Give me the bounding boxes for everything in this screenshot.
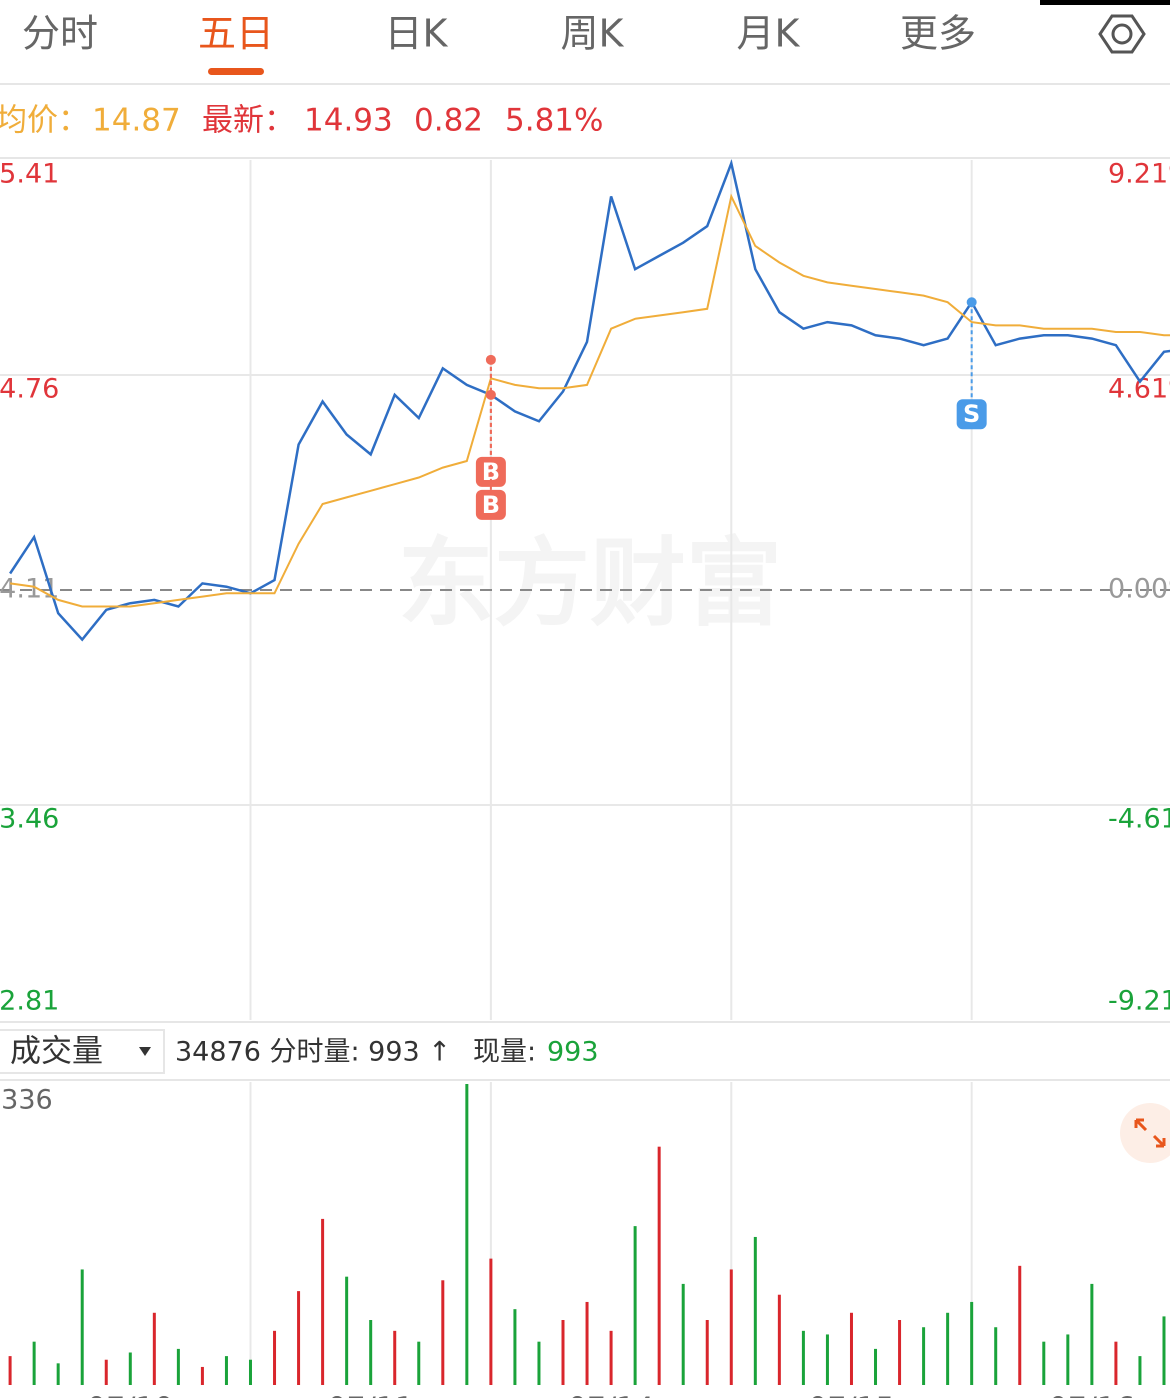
volume-bar <box>946 1312 950 1385</box>
volume-bar <box>537 1341 541 1385</box>
volume-bar <box>152 1312 156 1385</box>
expand-button[interactable] <box>1120 1103 1170 1163</box>
volume-bar <box>513 1309 517 1385</box>
volume-bar <box>1138 1356 1142 1385</box>
volume-bar <box>777 1294 781 1385</box>
volume-bar <box>994 1327 998 1385</box>
volume-bar <box>561 1320 565 1385</box>
avg-label: 均价： <box>0 103 89 139</box>
volume-bar <box>1090 1283 1094 1385</box>
latest-label: 最新： <box>202 103 295 139</box>
tab[interactable]: 日K <box>385 12 449 56</box>
x-tick-label: 07/10 <box>87 1392 173 1398</box>
volume-bar <box>441 1280 445 1385</box>
volume-bar <box>633 1226 637 1385</box>
x-tick-label: 07/14 <box>568 1392 654 1398</box>
y-tick-label: 8336 <box>0 1085 53 1116</box>
marker-dot <box>966 297 977 308</box>
volume-bar <box>705 1320 709 1385</box>
volume-bar <box>1018 1265 1022 1385</box>
volume-summary: 34876 分时量: 993 ↑ <box>175 1037 451 1068</box>
volume-bar <box>297 1291 301 1385</box>
volume-bar <box>922 1327 926 1385</box>
volume-bar <box>128 1352 132 1385</box>
volume-bar <box>104 1359 108 1385</box>
volume-bar <box>970 1301 974 1385</box>
volume-bar <box>393 1330 397 1385</box>
volume-bar <box>273 1330 277 1385</box>
tab[interactable]: 周K <box>561 12 625 56</box>
volume-bar <box>200 1366 204 1385</box>
tab[interactable]: 月K <box>737 12 801 56</box>
tab[interactable]: 分时 <box>22 12 98 56</box>
trade-marker-label: S <box>963 400 980 428</box>
volume-bar <box>729 1269 733 1385</box>
tab[interactable]: 更多 <box>900 12 976 56</box>
volume-bar <box>609 1330 613 1385</box>
volume-selector[interactable] <box>0 1029 165 1074</box>
latest-value: 14.93 <box>304 103 393 139</box>
x-tick-label: 07/11 <box>327 1392 413 1398</box>
volume-bar <box>1066 1334 1070 1385</box>
volume-bar <box>248 1359 252 1385</box>
trade-marker-label: B <box>482 491 500 519</box>
volume-bar <box>753 1236 757 1385</box>
current-label: 现量: <box>473 1037 536 1068</box>
tab-indicator <box>208 68 264 75</box>
settings-icon[interactable] <box>1098 14 1146 54</box>
volume-bar <box>801 1330 805 1385</box>
volume-bar <box>345 1276 349 1385</box>
volume-bar <box>1114 1341 1118 1385</box>
change-pct: 5.81% <box>505 103 603 139</box>
change: 0.82 <box>414 103 483 139</box>
volume-bar <box>657 1146 661 1385</box>
status-bar <box>1040 0 1170 5</box>
volume-title: 成交量 <box>10 1034 103 1070</box>
y-tick-label: 14.76 <box>0 374 59 405</box>
x-tick-label: 07/16 <box>1049 1392 1135 1398</box>
avg-value: 14.87 <box>92 103 181 139</box>
x-tick-label: 07/15 <box>808 1392 894 1398</box>
y2-tick-label: 0.00% <box>1108 574 1170 605</box>
volume-bar <box>80 1269 84 1385</box>
price-line <box>9 159 1170 642</box>
y2-tick-label: -4.61% <box>1108 804 1170 835</box>
volume-bar <box>898 1320 902 1385</box>
price-line <box>9 193 1170 608</box>
volume-bar <box>176 1348 180 1385</box>
volume-bar <box>585 1301 589 1385</box>
volume-bar <box>465 1084 469 1385</box>
volume-bar <box>681 1283 685 1385</box>
volume-bar <box>489 1258 493 1385</box>
trade-marker <box>475 489 506 520</box>
plots: 15.4114.7614.1113.4612.819.21%4.61%0.00%… <box>0 159 1170 1398</box>
volume-bar <box>417 1341 421 1385</box>
volume-bar <box>874 1348 878 1385</box>
volume-bar <box>1162 1316 1166 1385</box>
trade-marker <box>956 399 987 430</box>
volume-bar <box>1042 1341 1046 1385</box>
y-tick-label: 13.46 <box>0 804 59 835</box>
volume-bar <box>321 1218 325 1385</box>
watermark: 东方财富 <box>398 527 782 639</box>
tab[interactable]: 五日 <box>198 12 274 56</box>
volume-bar <box>369 1320 373 1385</box>
volume-bar <box>32 1341 36 1385</box>
volume-bar <box>825 1334 829 1385</box>
volume-bar <box>56 1363 60 1385</box>
volume-bar <box>224 1356 228 1385</box>
y2-tick-label: 9.21% <box>1108 159 1170 190</box>
y2-tick-label: -9.21% <box>1108 986 1170 1017</box>
y-tick-label: 15.41 <box>0 159 59 190</box>
volume-bar <box>849 1312 853 1385</box>
y-tick-label: 12.81 <box>0 986 59 1017</box>
marker-dot <box>485 389 496 400</box>
current-value: 993 <box>547 1037 599 1068</box>
volume-bar <box>8 1356 12 1385</box>
dropdown-arrow <box>139 1047 151 1056</box>
